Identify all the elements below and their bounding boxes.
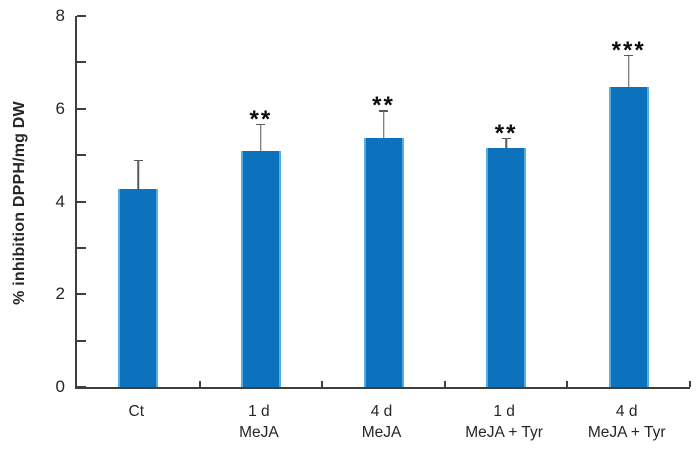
significance-label: ** xyxy=(249,105,273,133)
x-category-label: 1 d MeJA + Tyr xyxy=(465,403,543,441)
x-category-label: Ct xyxy=(128,403,145,420)
error-bar xyxy=(501,137,511,148)
significance-label: ** xyxy=(494,119,518,147)
bar xyxy=(118,188,159,387)
y-axis-tick xyxy=(77,15,86,17)
x-category-label: 4 d MeJA + Tyr xyxy=(587,403,666,441)
y-axis-tick xyxy=(77,386,86,388)
bar xyxy=(363,137,404,387)
y-axis-tick xyxy=(77,293,86,296)
x-axis-tick xyxy=(443,381,446,387)
y-axis-tick xyxy=(77,154,86,157)
significance-label: *** xyxy=(611,36,646,64)
bar xyxy=(486,147,527,387)
y-tick-label: 4 xyxy=(55,191,65,211)
y-tick-label: 2 xyxy=(55,284,65,304)
error-bar xyxy=(256,123,266,151)
y-axis-tick xyxy=(77,61,86,64)
error-bar xyxy=(379,110,388,138)
x-category-label: 1 d MeJA xyxy=(239,403,279,441)
x-axis-tick xyxy=(321,381,324,387)
y-tick-label: 0 xyxy=(55,377,65,396)
significance-label: ** xyxy=(372,92,395,120)
bar xyxy=(240,150,281,387)
bar xyxy=(608,87,649,387)
y-axis-tick xyxy=(77,339,86,342)
x-axis-tick xyxy=(566,381,569,387)
error-bar xyxy=(133,159,143,189)
plot-area: ** ** ** *** xyxy=(75,15,691,389)
y-axis-label: % inhibition DPPH/mg DW xyxy=(11,101,28,305)
x-axis-tick xyxy=(198,381,201,387)
y-axis-tick xyxy=(77,246,86,249)
y-axis-tick xyxy=(77,107,86,110)
y-axis-tick xyxy=(77,200,86,203)
error-bar xyxy=(624,54,634,88)
x-axis-tick xyxy=(689,381,691,387)
y-tick-label: 8 xyxy=(55,6,65,25)
y-tick-label: 6 xyxy=(55,98,65,118)
x-category-label: 4 d MeJA xyxy=(361,403,402,441)
